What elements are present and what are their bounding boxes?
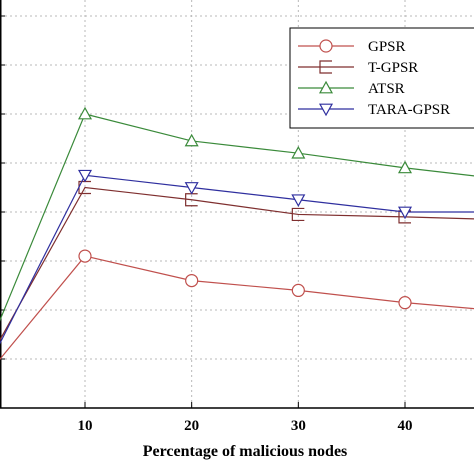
data-point (291, 145, 306, 159)
legend-entry: ATSR (298, 80, 405, 97)
data-point (398, 296, 412, 310)
data-point (77, 106, 93, 120)
data-point (319, 60, 332, 74)
data-point (291, 207, 305, 222)
data-point (291, 194, 306, 207)
data-point (397, 206, 413, 220)
legend-label: GPSR (368, 39, 406, 55)
data-point (184, 133, 199, 147)
data-point (185, 274, 199, 288)
data-point (397, 160, 413, 174)
legend-entry: TARA-GPSR (298, 102, 450, 118)
x-tick-label: 20 (184, 418, 199, 434)
data-point (184, 182, 199, 195)
data-point (78, 249, 92, 263)
legend-entry: T-GPSR (298, 60, 418, 76)
series-line (0, 174, 474, 345)
x-tick-label: 10 (78, 418, 93, 434)
series-gpsr (0, 249, 474, 361)
series-group (0, 106, 474, 361)
series-tara-gpsr (0, 169, 474, 345)
legend-entry: GPSR (298, 39, 406, 55)
legend-label: ATSR (368, 81, 405, 97)
x-axis-label: Percentage of malicious nodes (143, 443, 348, 460)
series-line (0, 255, 474, 361)
x-tick-labels: 10 20 30 40 (78, 418, 413, 434)
legend: GPSR T-GPSR ATSR TARA-GPSR (289, 27, 474, 129)
data-point (318, 103, 334, 117)
legend-label: T-GPSR (368, 60, 418, 76)
data-point (291, 283, 305, 297)
x-tick-label: 30 (291, 418, 306, 434)
series-atsr (0, 106, 474, 322)
series-line (0, 186, 474, 341)
data-point (77, 169, 93, 183)
series-line (0, 113, 474, 322)
data-point (318, 80, 334, 94)
axes (0, 0, 474, 409)
x-tick-label: 40 (398, 418, 413, 434)
data-point (319, 39, 333, 53)
legend-label: TARA-GPSR (368, 102, 450, 118)
